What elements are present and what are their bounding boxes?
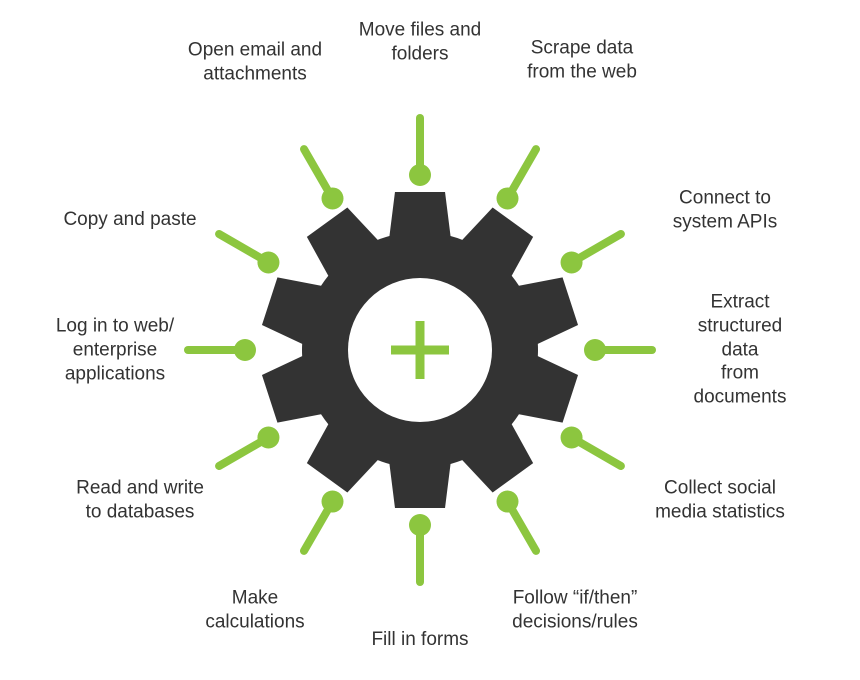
label-make-calcs: Make calculations <box>205 586 304 634</box>
spoke-dot <box>322 491 344 513</box>
label-scrape-data: Scrape data from the web <box>527 36 637 84</box>
infographic-stage: Move files and folders Scrape data from t… <box>0 0 860 680</box>
spoke-dot <box>409 514 431 536</box>
spoke-dot <box>257 427 279 449</box>
label-collect-social: Collect social media statistics <box>655 476 785 524</box>
spoke-dot <box>561 252 583 274</box>
label-extract-structured: Extract structured data from documents <box>680 291 800 410</box>
label-connect-apis: Connect to system APIs <box>673 186 778 234</box>
spoke-dot <box>257 252 279 274</box>
spoke-dot <box>409 164 431 186</box>
spoke-dot <box>561 427 583 449</box>
label-open-email: Open email and attachments <box>188 38 322 86</box>
label-copy-paste: Copy and paste <box>63 208 196 232</box>
spoke-dot <box>584 339 606 361</box>
spoke-dot <box>497 491 519 513</box>
spoke-dot <box>322 187 344 209</box>
label-read-write-db: Read and write to databases <box>76 476 204 524</box>
spoke-dot <box>497 187 519 209</box>
label-move-files: Move files and folders <box>359 18 482 66</box>
label-follow-rules: Follow “if/then” decisions/rules <box>512 586 638 634</box>
label-login-apps: Log in to web/ enterprise applications <box>56 314 174 385</box>
label-fill-forms: Fill in forms <box>371 628 468 652</box>
spoke-dot <box>234 339 256 361</box>
